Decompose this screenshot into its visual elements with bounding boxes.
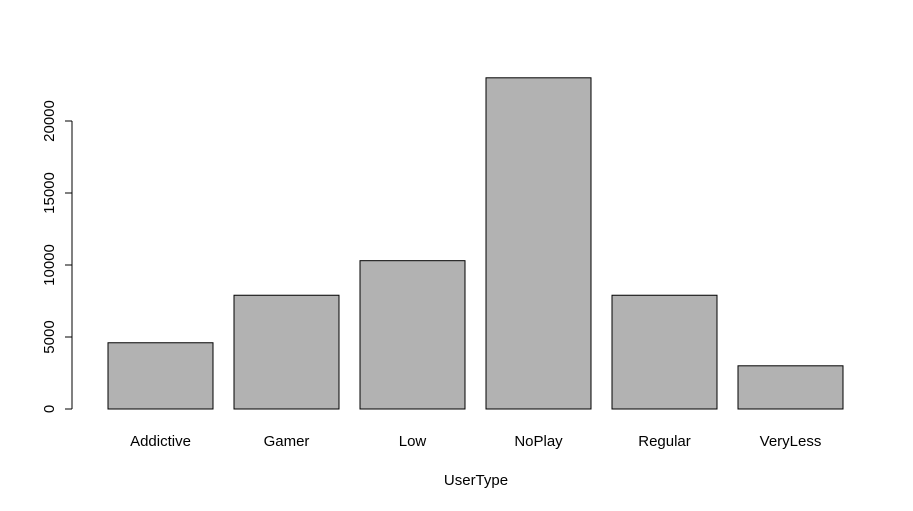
bar: [611, 294, 718, 410]
bar: [359, 260, 466, 410]
x-tick-label: NoPlay: [514, 433, 563, 450]
y-tick-label: 10000: [41, 244, 58, 286]
bar: [485, 77, 592, 410]
bar: [107, 342, 214, 410]
x-axis-label: UserType: [444, 472, 508, 489]
x-tick-label: Low: [399, 433, 427, 450]
y-tick-label: 15000: [41, 172, 58, 214]
x-tick-label: Regular: [638, 433, 691, 450]
x-tick-label: Addictive: [130, 433, 191, 450]
x-tick-label: VeryLess: [760, 433, 822, 450]
bar: [737, 365, 844, 410]
y-tick-label: 5000: [41, 320, 58, 353]
bar: [233, 294, 340, 410]
y-tick-label: 0: [41, 405, 58, 413]
x-tick-label: Gamer: [264, 433, 310, 450]
y-tick-label: 20000: [41, 100, 58, 142]
